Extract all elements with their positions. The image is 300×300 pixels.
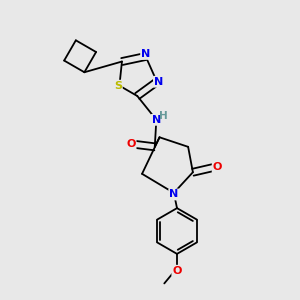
Text: O: O bbox=[213, 163, 222, 172]
Text: O: O bbox=[172, 266, 182, 276]
Text: N: N bbox=[152, 115, 161, 125]
Text: N: N bbox=[169, 190, 178, 200]
Text: N: N bbox=[141, 49, 150, 59]
Text: H: H bbox=[159, 111, 168, 121]
Text: O: O bbox=[126, 139, 136, 149]
Text: N: N bbox=[154, 77, 163, 87]
Text: S: S bbox=[114, 81, 122, 91]
